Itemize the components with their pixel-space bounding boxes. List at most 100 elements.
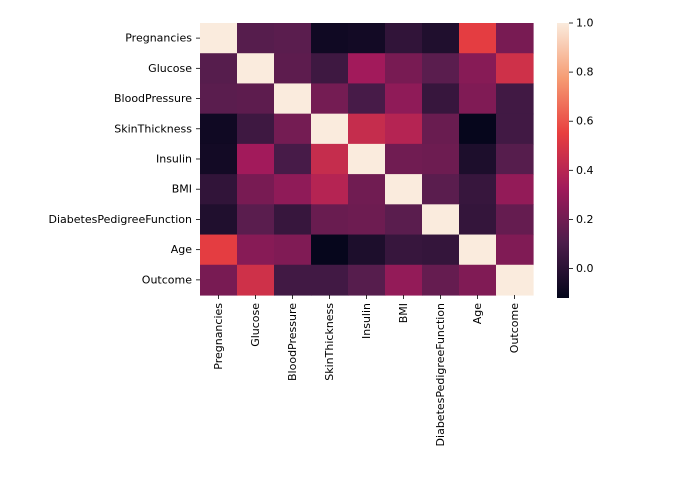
x-tick-label-skinthickness: SkinThickness [323, 303, 336, 381]
heatmap-cell-glucose-pregnancies [200, 53, 238, 85]
heatmap-cell-skinthickness-outcome [496, 113, 534, 145]
y-tick-label-pregnancies: Pregnancies [125, 32, 192, 45]
heatmap-cell-skinthickness-skinthickness [311, 113, 349, 145]
heatmap-cell-age-pregnancies [200, 234, 238, 266]
heatmap-cell-glucose-bloodpressure [274, 53, 312, 85]
heatmap-cell-bloodpressure-insulin [348, 83, 386, 115]
heatmap-cell-bmi-skinthickness [311, 174, 349, 205]
heatmap-cell-bloodpressure-diabetespedigreefunction [422, 83, 460, 115]
heatmap-cell-bmi-age [459, 174, 497, 205]
x-tick-label-outcome: Outcome [508, 303, 521, 353]
heatmap-cell-diabetespedigreefunction-glucose [237, 204, 275, 236]
colorbar-gradient [557, 23, 569, 298]
heatmap-cell-outcome-diabetespedigreefunction [422, 264, 460, 296]
heatmap-cell-pregnancies-pregnancies [200, 23, 238, 54]
y-tick-label-age: Age [171, 243, 193, 256]
heatmap-cell-outcome-outcome [496, 264, 534, 296]
heatmap-cells [200, 23, 534, 296]
colorbar-tick-label: 0.2 [576, 213, 594, 226]
heatmap-cell-age-bloodpressure [274, 234, 312, 266]
heatmap-cell-pregnancies-outcome [496, 23, 534, 54]
y-tick-label-glucose: Glucose [148, 62, 192, 75]
heatmap-cell-diabetespedigreefunction-pregnancies [200, 204, 238, 236]
heatmap-cell-bmi-pregnancies [200, 174, 238, 205]
heatmap-cell-insulin-glucose [237, 143, 275, 175]
colorbar-tick-label: 1.0 [576, 17, 594, 30]
heatmap-cell-age-age [459, 234, 497, 266]
heatmap-cell-pregnancies-bloodpressure [274, 23, 312, 54]
x-tick-label-insulin: Insulin [360, 303, 373, 339]
heatmap-cell-skinthickness-age [459, 113, 497, 145]
heatmap-cell-skinthickness-bmi [385, 113, 423, 145]
heatmap-cell-outcome-pregnancies [200, 264, 238, 296]
colorbar: 0.0 0.2 0.4 0.6 0.8 1.0 [557, 17, 594, 298]
heatmap-cell-diabetespedigreefunction-outcome [496, 204, 534, 236]
heatmap-cell-age-insulin [348, 234, 386, 266]
heatmap-cell-glucose-diabetespedigreefunction [422, 53, 460, 85]
heatmap-cell-age-diabetespedigreefunction [422, 234, 460, 266]
x-tick-label-bmi: BMI [397, 303, 410, 323]
heatmap-cell-pregnancies-insulin [348, 23, 386, 54]
heatmap-cell-pregnancies-bmi [385, 23, 423, 54]
heatmap-cell-glucose-glucose [237, 53, 275, 85]
heatmap-cell-age-outcome [496, 234, 534, 266]
heatmap-cell-insulin-skinthickness [311, 143, 349, 175]
heatmap-cell-bloodpressure-bloodpressure [274, 83, 312, 115]
heatmap-cell-outcome-insulin [348, 264, 386, 296]
heatmap-cell-diabetespedigreefunction-skinthickness [311, 204, 349, 236]
heatmap-cell-bmi-insulin [348, 174, 386, 205]
colorbar-tick-label: 0.8 [576, 66, 594, 79]
colorbar-tick-label: 0.4 [576, 164, 594, 177]
heatmap-cell-insulin-bmi [385, 143, 423, 175]
heatmap-cell-bmi-glucose [237, 174, 275, 205]
heatmap-cell-outcome-bmi [385, 264, 423, 296]
heatmap-cell-outcome-glucose [237, 264, 275, 296]
heatmap-cell-outcome-age [459, 264, 497, 296]
y-tick-label-bmi: BMI [172, 183, 192, 196]
x-axis-ticks: Pregnancies Glucose BloodPressure SkinThick… [212, 294, 521, 446]
heatmap-cell-insulin-outcome [496, 143, 534, 175]
heatmap-cell-glucose-outcome [496, 53, 534, 85]
heatmap-cell-skinthickness-glucose [237, 113, 275, 145]
y-tick-label-outcome: Outcome [142, 273, 192, 286]
heatmap-cell-outcome-skinthickness [311, 264, 349, 296]
heatmap-cell-insulin-age [459, 143, 497, 175]
heatmap-cell-pregnancies-age [459, 23, 497, 54]
heatmap-cell-skinthickness-insulin [348, 113, 386, 145]
heatmap-cell-diabetespedigreefunction-bmi [385, 204, 423, 236]
heatmap-cell-skinthickness-pregnancies [200, 113, 238, 145]
heatmap-cell-age-glucose [237, 234, 275, 266]
heatmap-cell-diabetespedigreefunction-bloodpressure [274, 204, 312, 236]
x-tick-label-age: Age [471, 303, 484, 325]
heatmap-cell-bloodpressure-age [459, 83, 497, 115]
heatmap-cell-bmi-outcome [496, 174, 534, 205]
heatmap-cell-bmi-bloodpressure [274, 174, 312, 205]
y-tick-label-bloodpressure: BloodPressure [114, 92, 192, 105]
heatmap-cell-bloodpressure-pregnancies [200, 83, 238, 115]
heatmap-cell-glucose-bmi [385, 53, 423, 85]
y-tick-label-skinthickness: SkinThickness [114, 122, 192, 135]
heatmap-cell-bloodpressure-glucose [237, 83, 275, 115]
x-tick-label-diabetespedigreefunction: DiabetesPedigreeFunction [434, 303, 447, 446]
x-tick-label-pregnancies: Pregnancies [212, 303, 225, 370]
heatmap-cell-insulin-insulin [348, 143, 386, 175]
heatmap-cell-bloodpressure-outcome [496, 83, 534, 115]
heatmap-cell-glucose-insulin [348, 53, 386, 85]
y-tick-label-insulin: Insulin [156, 152, 192, 165]
heatmap-cell-diabetespedigreefunction-age [459, 204, 497, 236]
y-tick-label-diabetespedigreefunction: DiabetesPedigreeFunction [49, 213, 192, 226]
x-tick-label-bloodpressure: BloodPressure [286, 303, 299, 381]
heatmap-cell-skinthickness-diabetespedigreefunction [422, 113, 460, 145]
y-axis-ticks: Pregnancies Glucose BloodPressure SkinThick… [49, 32, 200, 286]
x-tick-label-glucose: Glucose [249, 303, 262, 347]
heatmap-cell-glucose-age [459, 53, 497, 85]
heatmap-cell-pregnancies-glucose [237, 23, 275, 54]
heatmap-cell-insulin-pregnancies [200, 143, 238, 175]
colorbar-tick-label: 0.6 [576, 115, 594, 128]
heatmap-cell-age-skinthickness [311, 234, 349, 266]
heatmap-cell-pregnancies-diabetespedigreefunction [422, 23, 460, 54]
heatmap-cell-age-bmi [385, 234, 423, 266]
heatmap-cell-insulin-diabetespedigreefunction [422, 143, 460, 175]
heatmap-cell-bmi-bmi [385, 174, 423, 205]
heatmap-cell-glucose-skinthickness [311, 53, 349, 85]
